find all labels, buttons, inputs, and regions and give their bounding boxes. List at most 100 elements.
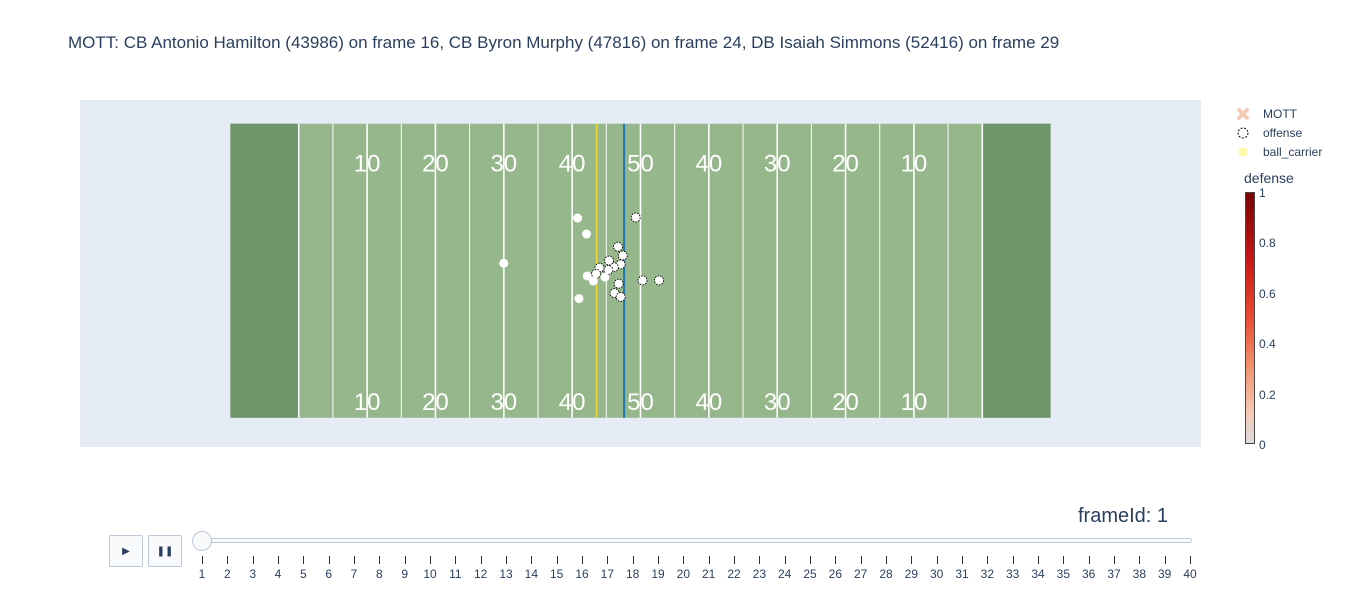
slider-tick-label[interactable]: 21 [701,567,716,581]
legend-item-ball-carrier[interactable]: ball_carrier [1236,144,1322,163]
yard-number-bottom: 10 [354,389,381,416]
colorbar-tick-label: 0 [1259,438,1266,452]
slider-tick-label[interactable]: 33 [1005,567,1020,581]
slider-tick-label[interactable]: 24 [777,567,792,581]
slider-tick-label[interactable]: 18 [625,567,640,581]
slider-tick [227,556,229,564]
slider-tick [252,556,254,564]
slider-tick-label[interactable]: 17 [600,567,615,581]
dashed-circle-icon [1237,127,1249,139]
defense-player-marker [582,229,592,239]
legend-label: MOTT [1263,107,1297,121]
slider-tick-label[interactable]: 39 [1157,567,1172,581]
legend-item-mott[interactable]: MOTT [1236,106,1322,125]
yard-number-top: 10 [354,151,381,178]
yard-number-top: 20 [832,151,859,178]
slider-tick-label[interactable]: 38 [1132,567,1147,581]
offense-player-marker [630,212,641,223]
slider-tick-label[interactable]: 27 [853,567,868,581]
yard-number-bottom: 50 [627,389,654,416]
slider-tick-label[interactable]: 22 [727,567,741,581]
slider-tick [1139,556,1141,564]
slider-tick [480,556,482,564]
slider-tick-label[interactable]: 32 [980,567,995,581]
slider-tick [607,556,609,564]
slider-tick-label[interactable]: 34 [1031,567,1045,581]
slider-tick-label[interactable]: 25 [803,567,817,581]
dot-icon [1238,147,1248,157]
legend-item-offense[interactable]: offense [1236,125,1322,144]
slider-tick [936,556,938,564]
colorbar-tick-label: 1 [1259,186,1266,200]
slider-tick [835,556,837,564]
slider-tick-label[interactable]: 30 [929,567,944,581]
slider-tick-label[interactable]: 7 [350,567,358,581]
slider-tick [582,556,583,564]
slider-tick-label[interactable]: 26 [828,567,843,581]
x-icon [1237,108,1249,120]
frame-slider-rail[interactable] [202,538,1192,543]
slider-tick [354,556,355,564]
slider-tick-label[interactable]: 20 [676,567,691,581]
slider-tick-label[interactable]: 2 [223,567,231,581]
yard-number-top: 20 [422,151,449,178]
slider-tick [1088,556,1090,564]
slider-tick-label[interactable]: 15 [549,567,564,581]
slider-tick-label[interactable]: 35 [1056,567,1071,581]
defense-player-marker [588,276,598,286]
pause-button[interactable]: ❚❚ [148,535,182,567]
yard-number-top: 50 [627,151,654,178]
slider-tick-label[interactable]: 3 [249,567,256,581]
slider-tick-label[interactable]: 5 [299,567,307,581]
slider-tick-label[interactable]: 40 [1183,567,1197,581]
play-button[interactable]: ▶ [109,535,143,567]
yard-number-bottom: 30 [490,389,517,416]
slider-tick [708,556,710,564]
frame-slider-handle[interactable] [192,531,212,551]
yard-number-bottom: 40 [696,389,723,416]
slider-tick-label[interactable]: 6 [325,567,332,581]
slider-tick-label[interactable]: 10 [423,567,437,581]
slider-tick [303,556,305,564]
slider-tick [379,556,381,564]
slider-tick-label[interactable]: 1 [198,567,206,581]
slider-tick [810,556,811,564]
slider-tick [759,556,761,564]
slider-tick-label[interactable]: 13 [499,567,513,581]
colorbar-tick-label: 0.8 [1259,236,1276,251]
defense-player-marker [499,258,509,268]
offense-player-marker [615,291,626,302]
slider-tick-label[interactable]: 37 [1107,567,1121,581]
slider-tick-label[interactable]: 9 [401,567,408,581]
slider-tick-label[interactable]: 4 [274,567,282,581]
offense-player-marker [637,275,648,286]
yard-number-bottom: 10 [901,389,928,416]
slider-tick [1190,556,1191,564]
slider-tick-label[interactable]: 19 [651,567,665,581]
slider-tick [531,556,533,564]
colorbar-tick-label: 0.4 [1259,337,1276,352]
slider-tick [1063,556,1065,564]
endzone-left [230,123,299,418]
slider-tick-label[interactable]: 29 [904,567,919,581]
slider-tick [987,556,989,564]
offense-player-marker [612,241,623,252]
defense-player-marker [582,271,592,281]
legend: MOTT offense ball_carrier [1236,106,1322,163]
slider-tick [202,556,203,564]
legend-label: ball_carrier [1263,145,1323,159]
yard-number-bottom: 30 [764,389,791,416]
slider-tick-label[interactable]: 12 [473,567,488,581]
slider-tick-label[interactable]: 14 [524,567,539,581]
slider-tick-label[interactable]: 28 [879,567,893,581]
slider-tick-label[interactable]: 16 [575,567,589,581]
slider-tick-label[interactable]: 8 [375,567,383,581]
slider-tick-label[interactable]: 36 [1081,567,1096,581]
slider-tick-label[interactable]: 23 [752,567,767,581]
colorbar-title: defense [1244,170,1294,186]
slider-tick-label[interactable]: 11 [449,567,462,581]
slider-tick [328,556,330,564]
slider-tick [911,556,913,564]
slider-tick-label[interactable]: 31 [955,567,969,581]
